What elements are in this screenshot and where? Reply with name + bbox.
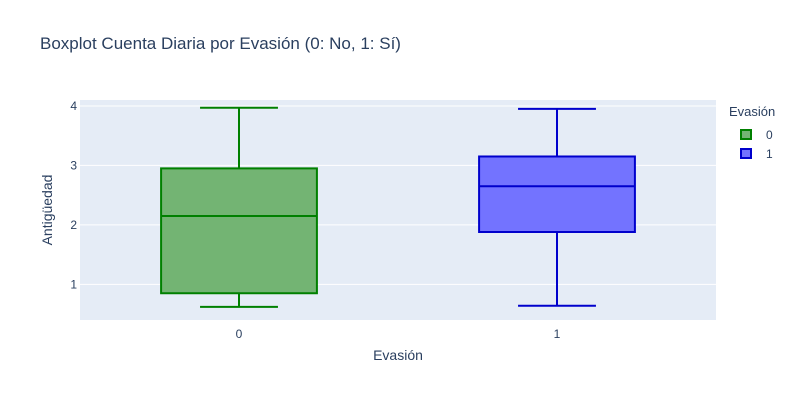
chart-title: Boxplot Cuenta Diaria por Evasión (0: No… [40, 34, 401, 53]
legend-label: 0 [766, 127, 773, 142]
legend-item[interactable]: 0 [740, 125, 775, 144]
y-tick-labels: 1 2 3 4 [70, 99, 77, 291]
x-axis-label: Evasión [373, 347, 423, 363]
x-tick-label: 1 [554, 327, 561, 341]
box-group-1 [478, 107, 636, 307]
legend-swatch [740, 148, 752, 159]
legend-label: 1 [766, 146, 773, 161]
box [478, 155, 636, 233]
y-axis-label: Antigüedad [39, 175, 55, 246]
x-tick-label: 0 [236, 327, 243, 341]
y-tick-label: 3 [70, 158, 77, 172]
y-tick-label: 1 [70, 277, 77, 291]
legend-swatch [740, 129, 752, 140]
box [160, 167, 318, 295]
y-tick-label: 2 [70, 218, 77, 232]
legend-title: Evasión [729, 104, 776, 119]
boxes [160, 106, 636, 308]
legend-item[interactable]: 1 [740, 144, 775, 163]
y-tick-label: 4 [70, 99, 77, 113]
box-group-0 [160, 106, 318, 308]
